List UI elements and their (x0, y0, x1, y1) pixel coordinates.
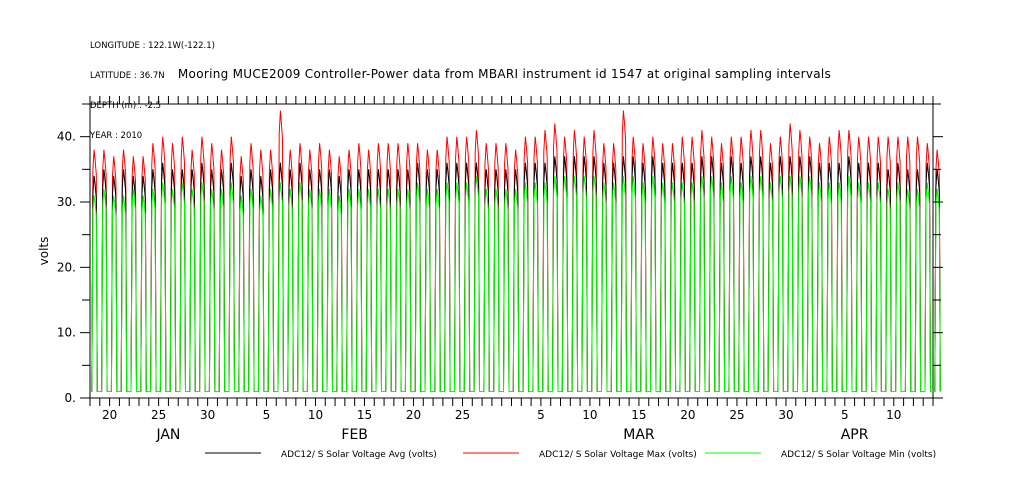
x-tick-label: 25 (729, 408, 744, 422)
y-tick-label: 30. (57, 195, 76, 209)
x-tick-label: 5 (537, 408, 545, 422)
legend-label: ADC12/ S Solar Voltage Max (volts) (539, 450, 697, 460)
chart-title: Mooring MUCE2009 Controller-Power data f… (177, 67, 832, 81)
x-tick-label: 30 (200, 408, 215, 422)
x-tick-label: 20 (406, 408, 421, 422)
x-tick-label: 5 (263, 408, 271, 422)
series-line (90, 156, 941, 392)
legend: ADC12/ S Solar Voltage Avg (volts) ADC12/… (205, 450, 936, 460)
y-axis-label: volts (37, 237, 51, 266)
x-tick-label: 5 (841, 408, 849, 422)
x-axis-ticks: 20 25 30 5 10 15 20 25 5 10 15 20 25 30 5 10 JAN FEB MAR AP… (89, 96, 934, 443)
legend-label: ADC12/ S Solar Voltage Min (volts) (781, 450, 936, 460)
x-month-label: FEB (341, 427, 368, 443)
x-tick-label: 25 (455, 408, 470, 422)
x-tick-label: 20 (680, 408, 695, 422)
year-text: YEAR : 2010 (90, 131, 143, 141)
x-tick-label: 10 (886, 408, 901, 422)
x-tick-label: 10 (308, 408, 323, 422)
x-month-label: JAN (155, 427, 180, 443)
x-month-label: APR (841, 427, 869, 443)
y-tick-label: 0. (65, 391, 76, 405)
latitude-text: LATITUDE : 36.7N (90, 71, 165, 81)
x-tick-label: 15 (631, 408, 646, 422)
y-axis-ticks: 0. 10. 20. 30. 40. (57, 103, 943, 405)
series-layer (90, 110, 941, 392)
x-tick-label: 30 (778, 408, 793, 422)
plot-frame (89, 103, 934, 399)
x-tick-label: 20 (102, 408, 117, 422)
series-line (90, 175, 941, 392)
series-line (90, 110, 941, 392)
depth-text: DEPTH (m) : -2.5 (90, 101, 162, 111)
x-tick-label: 15 (357, 408, 372, 422)
y-tick-label: 20. (57, 260, 76, 274)
x-month-label: MAR (623, 427, 655, 443)
metadata-block: LONGITUDE : 122.1W(-122.1) LATITUDE : 36… (90, 21, 215, 151)
legend-label: ADC12/ S Solar Voltage Avg (volts) (281, 450, 437, 460)
x-tick-label: 10 (582, 408, 597, 422)
x-tick-label: 25 (151, 408, 166, 422)
y-tick-label: 40. (57, 130, 76, 144)
y-tick-label: 10. (57, 326, 76, 340)
longitude-text: LONGITUDE : 122.1W(-122.1) (90, 41, 215, 51)
